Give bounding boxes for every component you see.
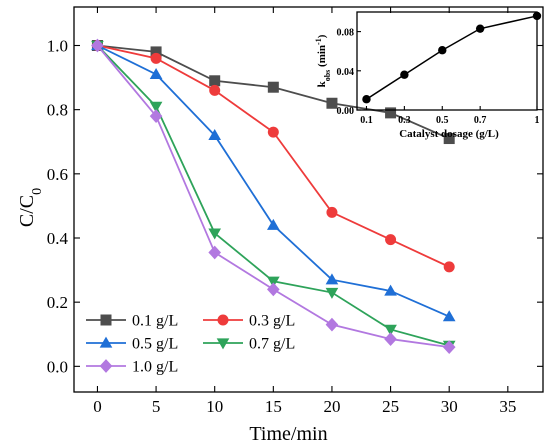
data-point [326,206,338,218]
inset-y-tick-label: 0.00 [337,106,355,117]
inset-y-tick-label: 0.08 [337,28,355,39]
y-tick-label: 0.8 [47,101,68,120]
legend-label: 0.5 g/L [132,336,178,353]
data-point [208,245,222,260]
inset-plot: 0.1 0.3 0.5 0.7 1 0.00 0.04 0.08 Catalyst dosage… [314,11,542,140]
legend-item: 0.5 g/L [86,336,178,353]
data-point [443,133,455,145]
data-point [442,340,456,354]
inset-x-tick-label: 1 [535,115,540,126]
inset-x-tick-label: 0.5 [436,115,449,126]
x-tick-label: 30 [441,397,458,416]
data-point [443,261,455,273]
inset-data-point [362,95,371,104]
data-point [149,101,163,113]
data-point [91,38,104,53]
y-tick-label: 0.6 [47,165,68,184]
data-point [326,97,338,109]
x-axis-title: Time/min [249,423,327,445]
legend-item: 0.7 g/L [203,336,295,353]
y-tick-label: 0.0 [47,357,68,376]
legend-marker [99,336,113,348]
data-point [149,109,163,123]
data-point [267,218,280,230]
y-tick-label: 0.2 [47,293,68,312]
legend-marker [99,359,113,373]
x-tick-label: 5 [152,397,161,416]
data-point [384,324,397,336]
data-point [209,84,221,96]
legend-label: 1.0 g/L [132,359,178,376]
y-tick-label: 1.0 [47,37,68,56]
inset-x-tick-label: 0.7 [474,115,487,126]
data-point [267,276,280,288]
data-point [267,81,279,93]
data-point [209,75,221,87]
legend-item: 0.3 g/L [203,313,295,330]
data-point [325,273,339,285]
plot-frame [73,6,544,393]
inset-data-point [400,70,409,79]
data-point [442,310,456,322]
inset-x-axis-title: Catalyst dosage (g/L) [399,128,499,140]
inset-x-tick-label: 0.1 [360,115,373,126]
inset-data-point [438,46,447,55]
data-point [385,234,397,246]
x-tick-label: 15 [265,397,282,416]
main-plot: 0 5 10 15 20 25 30 35 0.0 0.2 0.4 0.6 0.8 1.0 Time/min… [16,6,544,445]
legend-item: 1.0 g/L [86,359,178,376]
data-point [385,107,397,119]
legend-marker [100,314,112,326]
inset-data-point [532,11,542,21]
data-point [325,317,339,332]
data-point [208,228,222,240]
x-tick-label: 25 [382,397,399,416]
data-point [384,332,397,346]
x-tick-label: 0 [93,397,102,416]
legend: 0.1 g/L 0.3 g/L 0.5 g/L 0.7 g/L 1.0 g/L [86,313,295,376]
legend-marker [216,338,230,350]
legend-item: 0.1 g/L [86,313,178,330]
series-1-0-g-L [91,38,456,354]
legend-label: 0.1 g/L [132,313,178,330]
legend-marker [217,314,229,326]
data-point [208,129,222,141]
x-tick-label: 20 [323,397,340,416]
inset-data-point [475,24,485,33]
y-tick-label: 0.4 [47,229,69,248]
inset-y-axis-title: kobs (min-1) [314,34,332,87]
y-axis-title: C/C0 [16,188,45,227]
x-tick-label: 35 [499,397,516,416]
legend-label: 0.7 g/L [249,336,295,353]
inset-frame [356,11,538,111]
data-point [267,282,280,297]
data-point [149,68,163,80]
inset-series-line [366,15,538,100]
data-point [150,52,162,64]
legend-label: 0.3 g/L [249,313,295,330]
data-point [325,287,339,299]
inset-x-tick-label: 0.3 [398,115,411,126]
inset-series [362,11,542,104]
data-point [267,126,279,138]
x-tick-label: 10 [206,397,223,416]
data-point [384,284,397,296]
inset-y-tick-label: 0.04 [337,67,355,78]
data-point [150,46,162,58]
